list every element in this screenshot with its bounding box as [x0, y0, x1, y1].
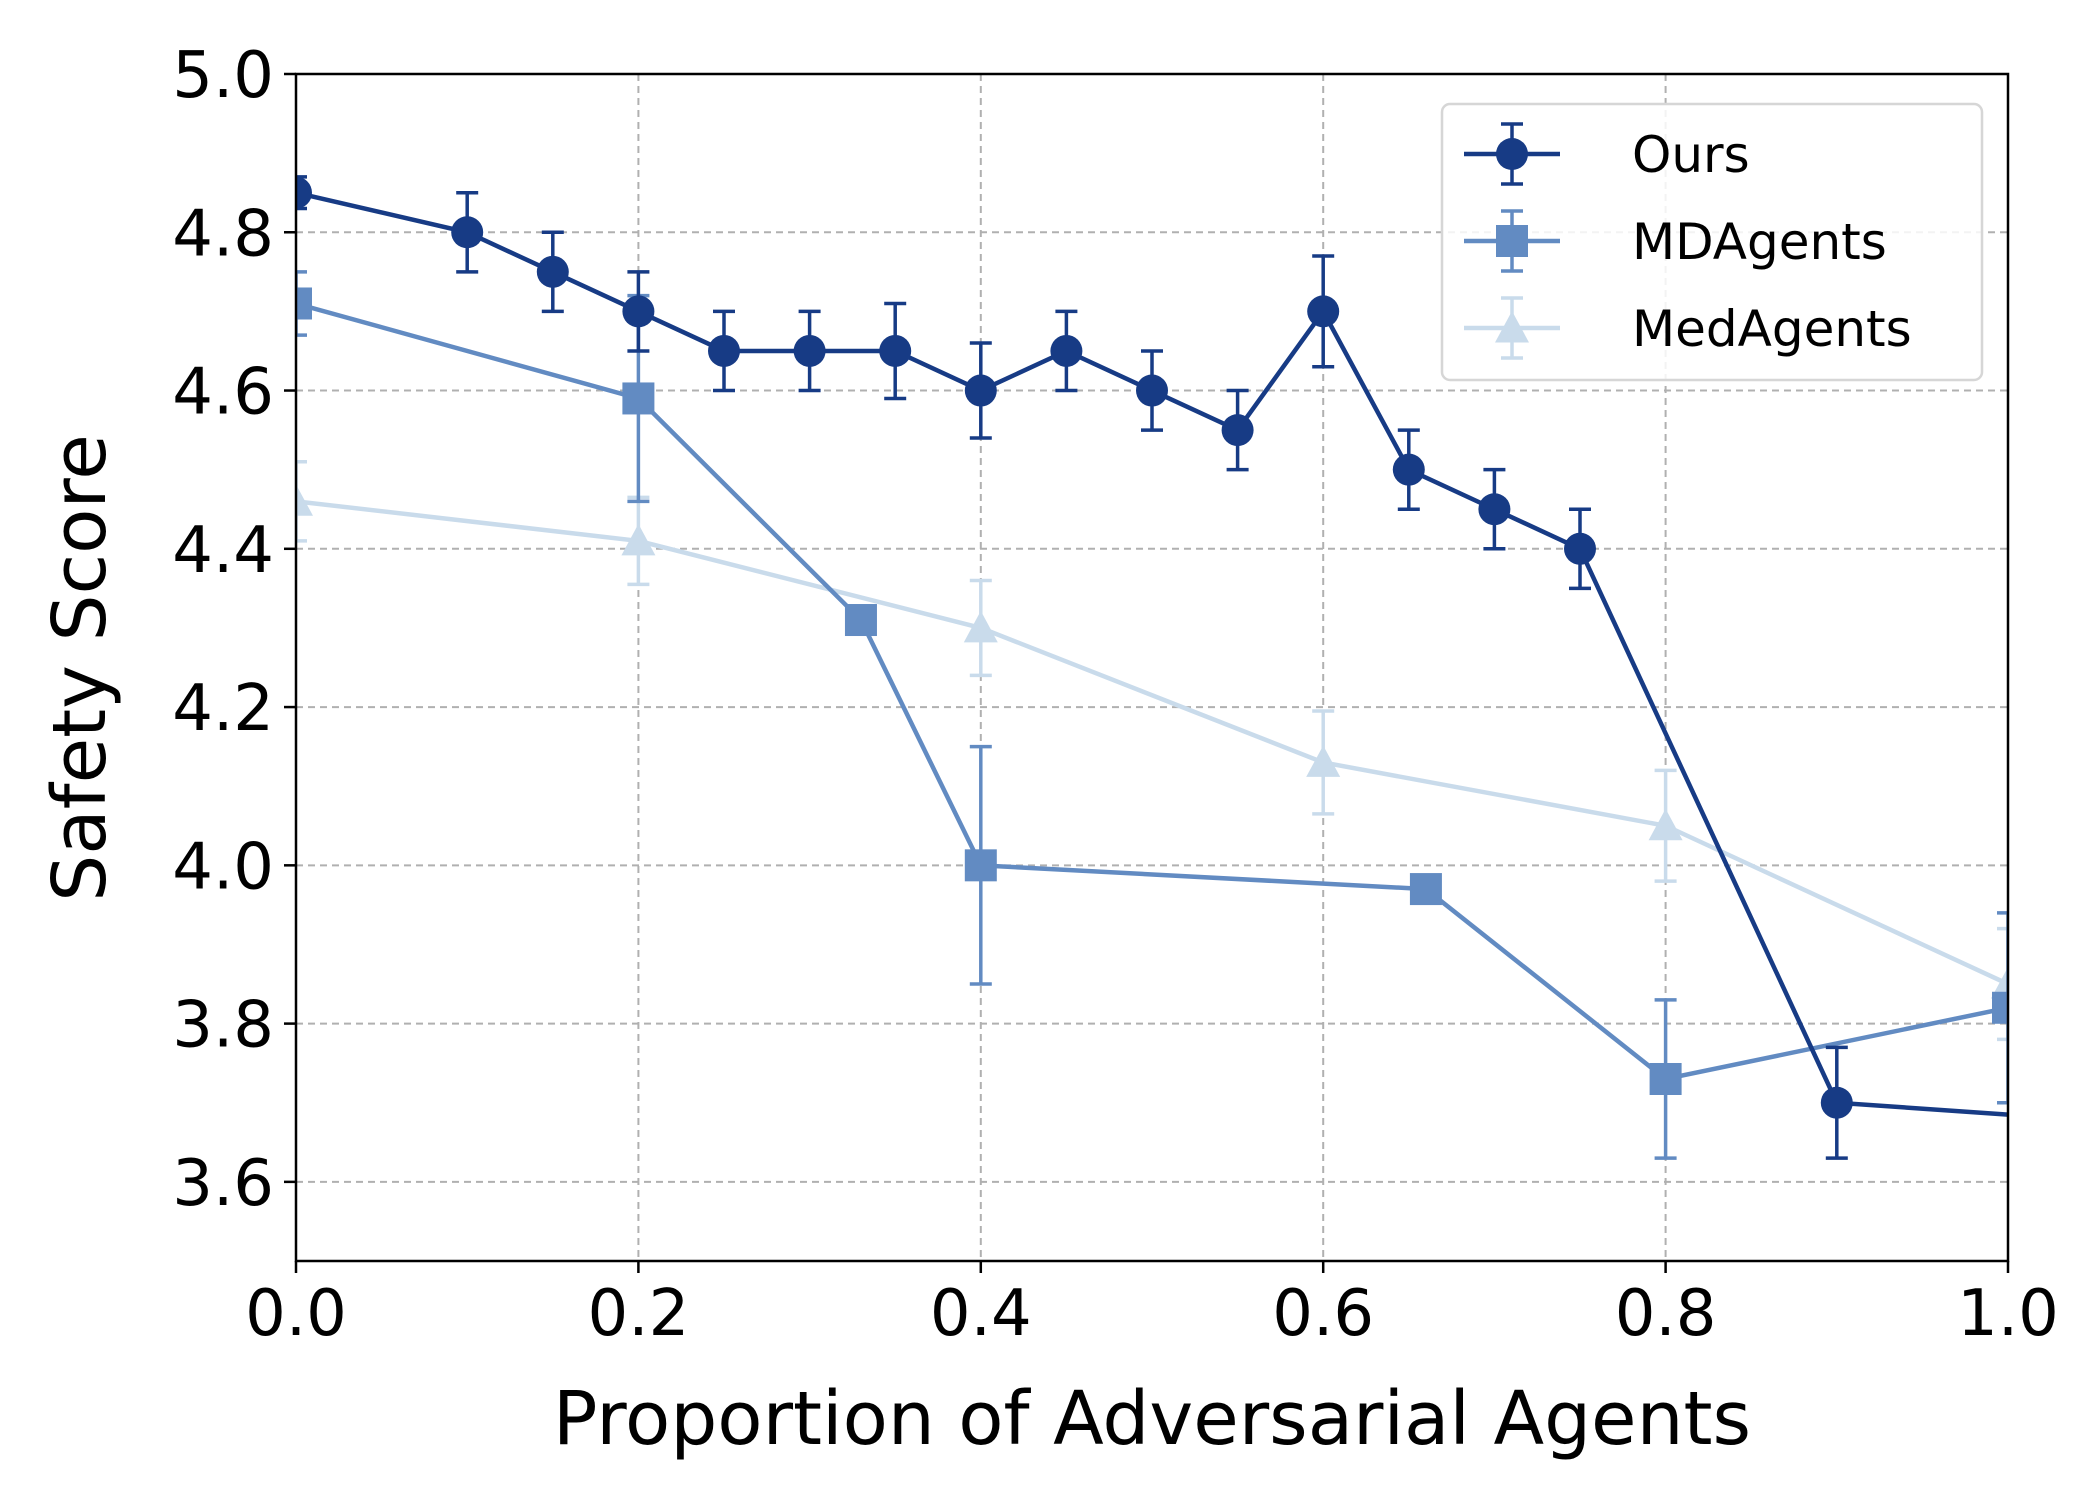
- legend-marker: [1496, 225, 1528, 257]
- y-tick-label: 4.0: [172, 830, 274, 904]
- y-tick-label: 3.8: [172, 989, 274, 1063]
- legend-item-medagents: MedAgents: [1464, 296, 1912, 360]
- y-tick-label: 4.6: [172, 356, 274, 430]
- legend-marker: [1496, 138, 1528, 170]
- data-point: [622, 295, 655, 328]
- data-point: [1050, 334, 1083, 367]
- data-point: [622, 382, 655, 415]
- data-point: [963, 610, 998, 643]
- legend-label: MDAgents: [1632, 213, 1887, 271]
- data-point: [1478, 493, 1511, 526]
- data-point: [296, 176, 312, 209]
- legend-item-mdagents: MDAgents: [1464, 209, 1887, 273]
- data-point: [1307, 295, 1340, 328]
- x-tick-label: 0.0: [245, 1277, 347, 1351]
- data-point: [536, 255, 569, 288]
- axis-ticks: 0.0 0.2 0.4 0.6 0.8 1.0 3.6 3.8 4.0 4.2 4.4 4.6 4.8 5…: [172, 39, 2059, 1351]
- y-tick-label: 3.6: [172, 1147, 274, 1221]
- y-tick-label: 4.2: [172, 672, 274, 746]
- y-tick-label: 4.4: [172, 514, 274, 588]
- data-point: [1306, 745, 1341, 777]
- legend-item-ours: Ours: [1464, 122, 1750, 186]
- x-axis-label: Proportion of Adversarial Agents: [553, 1376, 1751, 1462]
- y-tick-label: 4.8: [172, 197, 274, 271]
- data-point: [1392, 453, 1425, 486]
- x-tick-label: 0.4: [930, 1277, 1032, 1351]
- legend-marker: [1495, 311, 1529, 343]
- x-tick-label: 0.2: [588, 1277, 690, 1351]
- legend-label: Ours: [1632, 126, 1750, 184]
- data-point: [1820, 1086, 1853, 1119]
- legend: Ours MDAgents MedAgents: [1440, 102, 1984, 382]
- series-mdagents: [296, 270, 2008, 1160]
- data-point: [1221, 414, 1254, 447]
- legend-box: [1440, 102, 1984, 382]
- data-point: [1991, 967, 2008, 999]
- data-point: [1564, 532, 1596, 565]
- data-point: [1649, 1062, 1682, 1095]
- data-point: [879, 334, 912, 367]
- data-point: [1648, 808, 1683, 841]
- data-point: [451, 216, 484, 249]
- y-tick-label: 5.0: [172, 39, 274, 113]
- data-point: [964, 374, 997, 407]
- data-point: [1992, 991, 2008, 1024]
- data-point: [964, 849, 997, 882]
- data-point: [296, 287, 312, 320]
- data-point: [1409, 873, 1442, 906]
- data-point: [844, 604, 877, 637]
- series-layer: [296, 175, 2008, 1160]
- data-point: [708, 334, 740, 367]
- plot-frame: [294, 72, 2010, 1263]
- legend-label: MedAgents: [1632, 300, 1912, 358]
- y-axis-label: Safety Score: [37, 434, 123, 902]
- x-tick-label: 1.0: [1957, 1277, 2059, 1351]
- data-point: [621, 523, 656, 556]
- series-ours: [296, 175, 2008, 1160]
- data-point: [1136, 374, 1168, 407]
- x-tick-label: 0.6: [1272, 1277, 1374, 1351]
- data-point: [296, 484, 313, 516]
- data-point: [793, 334, 826, 367]
- x-tick-label: 0.8: [1615, 1277, 1717, 1351]
